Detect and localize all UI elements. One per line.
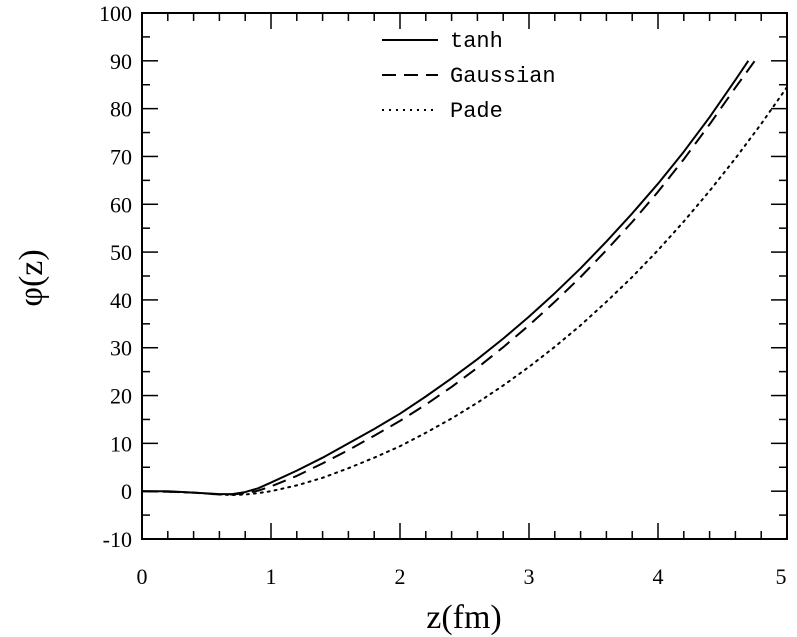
x-tick-label: 3 <box>524 564 535 589</box>
x-tick-label: 1 <box>266 564 277 589</box>
legend: tanh Gaussian Pade <box>382 29 556 124</box>
axis-ticks <box>141 12 788 540</box>
series-line-tanh <box>142 60 750 496</box>
y-tick-label: 90 <box>110 49 132 74</box>
y-tick-label: 60 <box>110 192 132 217</box>
y-tick-label: -10 <box>103 527 132 552</box>
series-lines <box>141 60 788 496</box>
legend-label-pade: Pade <box>450 99 503 124</box>
x-tick-label: 4 <box>653 564 664 589</box>
y-tick-label: 80 <box>110 97 132 122</box>
y-tick-label: 40 <box>110 288 132 313</box>
series-line-gaussian <box>141 60 756 496</box>
y-tick-label: 10 <box>110 431 132 456</box>
plot-frame <box>141 12 788 540</box>
y-tick-label: 30 <box>110 336 132 361</box>
y-tick-label: 100 <box>99 1 132 26</box>
x-tick-label: 5 <box>776 564 787 589</box>
y-tick-label: 20 <box>110 384 132 409</box>
legend-label-gaussian: Gaussian <box>450 64 556 89</box>
x-tick-label: 2 <box>395 564 406 589</box>
series-line-pade <box>141 86 788 496</box>
x-tick-label: 0 <box>137 564 148 589</box>
y-tick-label: 0 <box>121 479 132 504</box>
legend-label-tanh: tanh <box>450 29 503 54</box>
y-axis-label: φ(z) <box>13 249 50 306</box>
y-tick-label: 70 <box>110 144 132 169</box>
y-tick-label: 50 <box>110 240 132 265</box>
x-axis-label: z(fm) <box>426 599 502 636</box>
